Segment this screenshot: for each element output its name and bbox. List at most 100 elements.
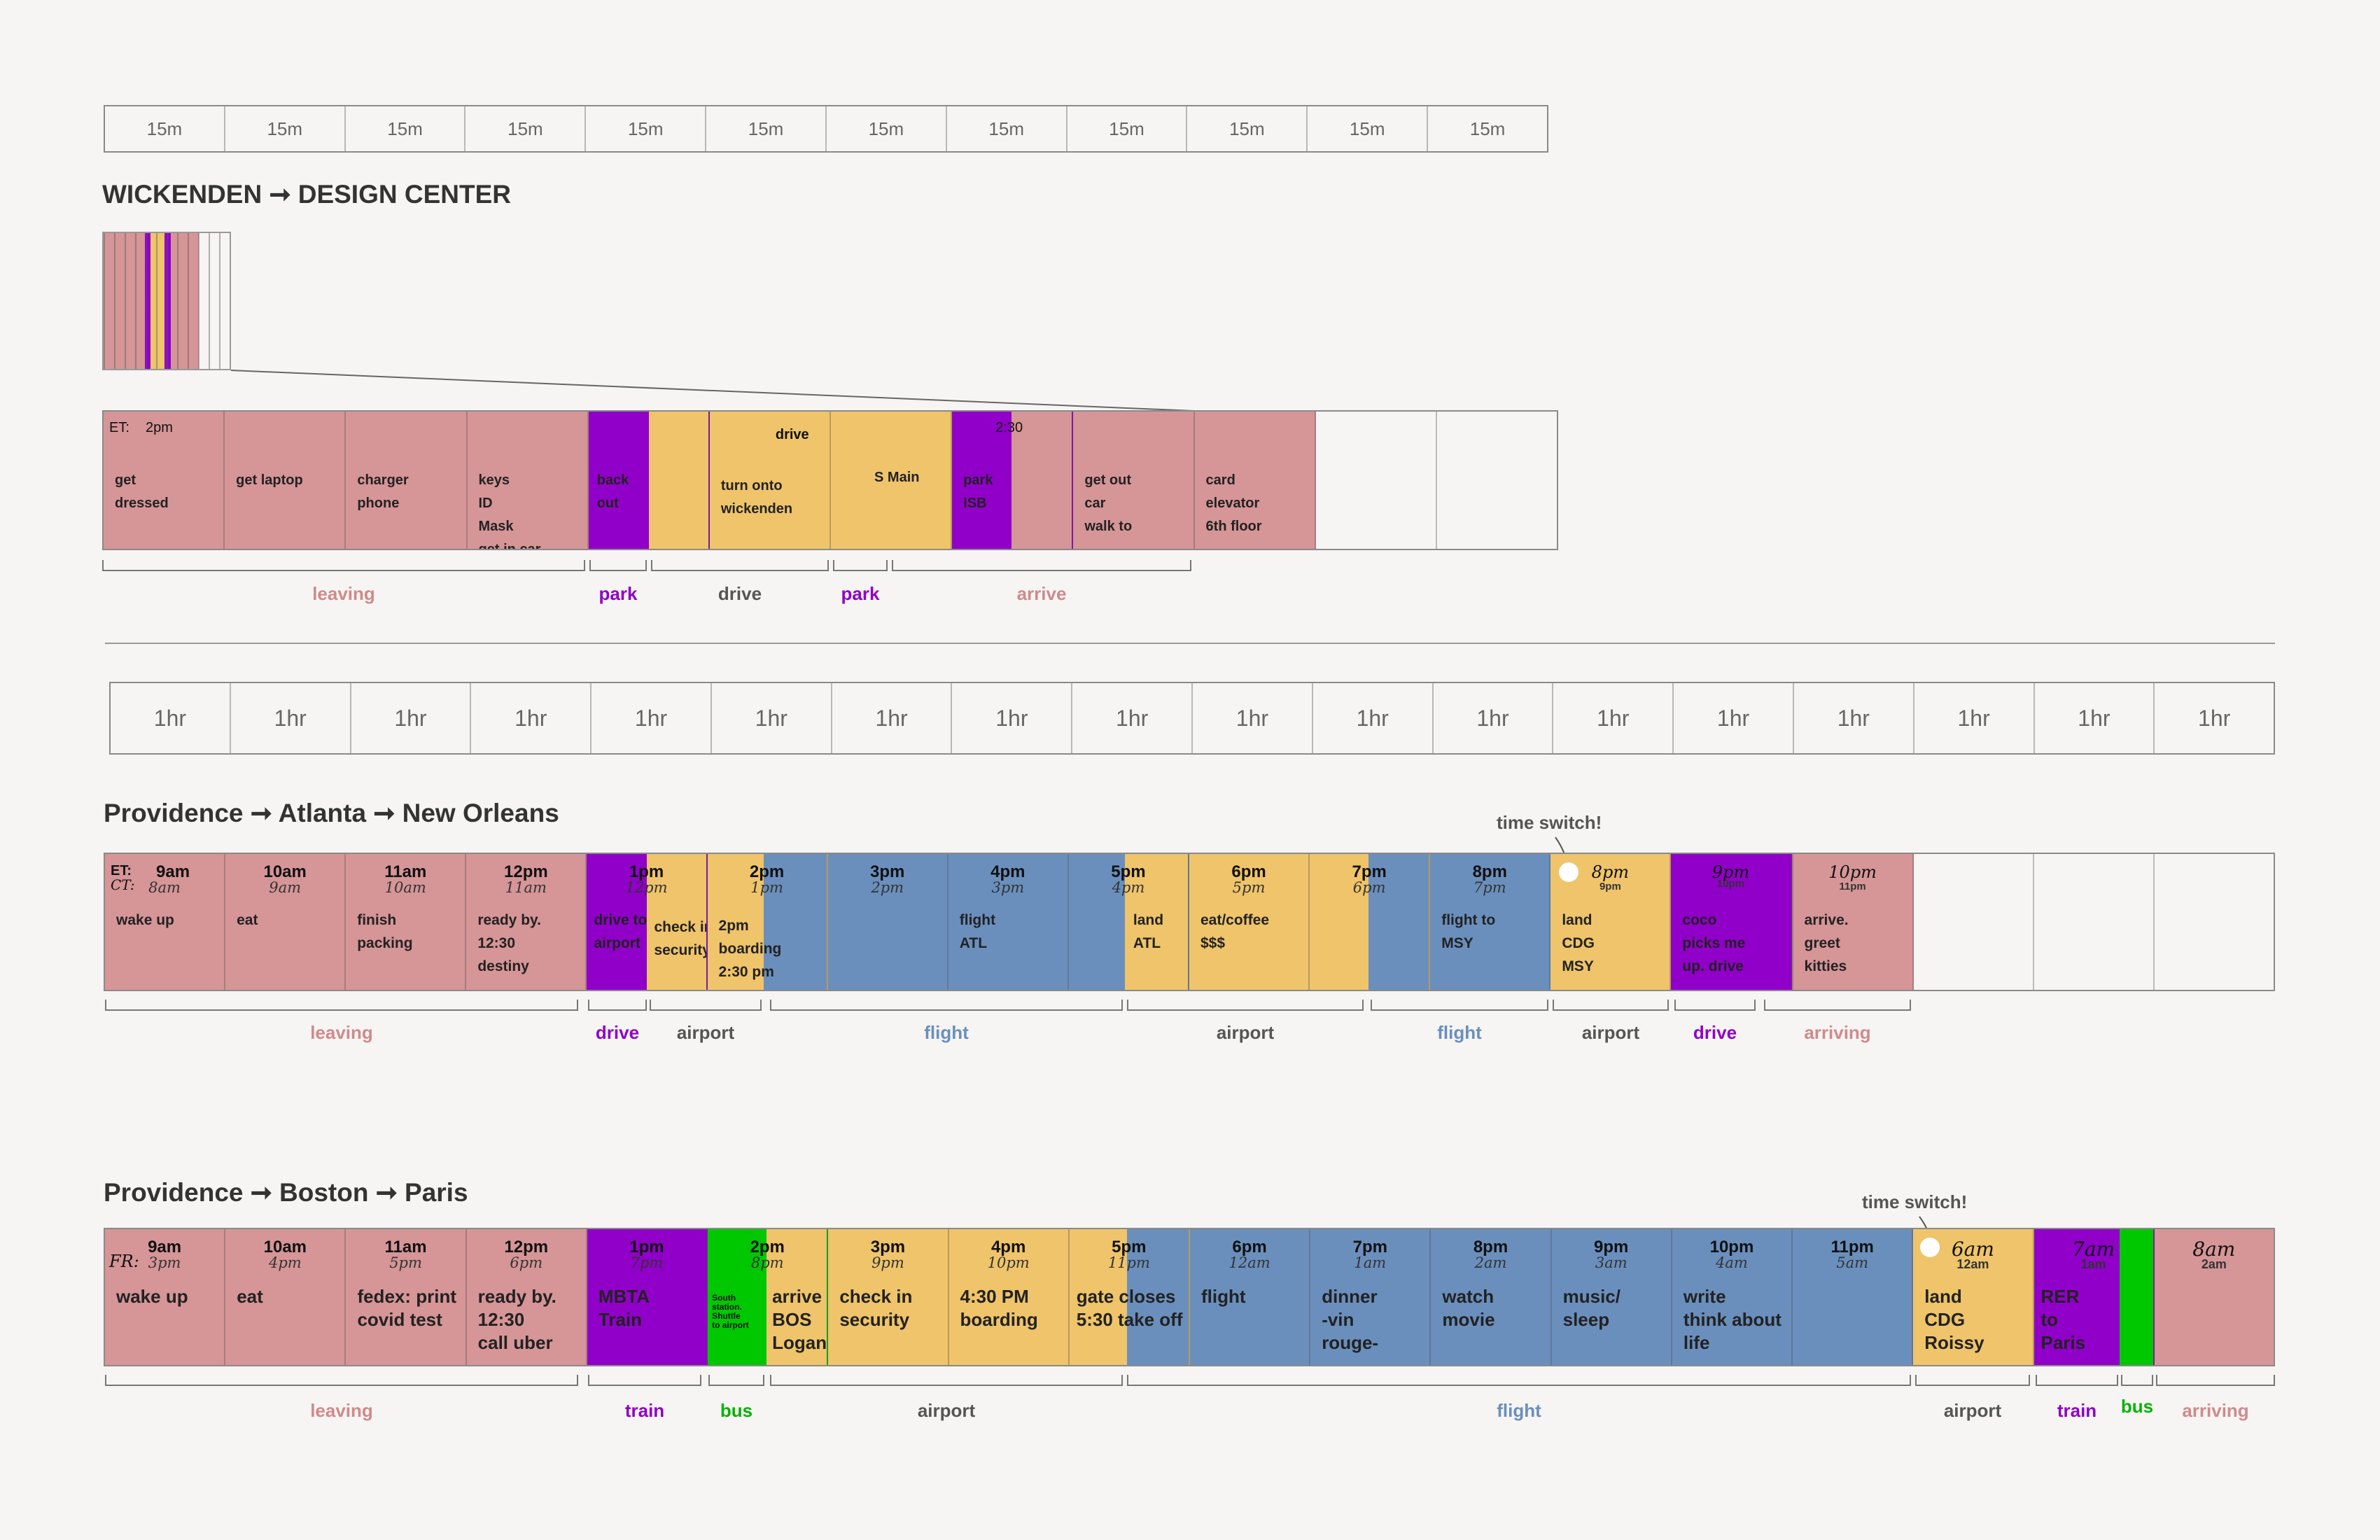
timeline-cell: 8am 2am <box>2154 1229 2274 1365</box>
cell-et-time: 7am <box>2072 1238 2115 1261</box>
cell-local-time: 9am <box>269 879 302 896</box>
timeline-cell: park ISB 2:30 <box>952 412 1074 549</box>
cell-et-time: 6pm <box>1231 862 1266 881</box>
drive-label: drive <box>775 427 809 442</box>
cell-local-time: 11pm <box>1839 881 1866 892</box>
bracket <box>1764 1000 1911 1011</box>
bracket <box>105 1000 578 1011</box>
timeline-cell: 10pm 4am write think about life <box>1672 1229 1793 1365</box>
cell-text: flight <box>1200 1286 1246 1307</box>
cell-text: eat <box>237 1286 263 1307</box>
cell-text: RER to Paris <box>2040 1286 2086 1353</box>
cell-local-time: 9pm <box>872 1254 904 1271</box>
cell-et-time: 2pm <box>749 862 785 881</box>
bracket-label: bus <box>2120 1396 2154 1417</box>
cell-et-time: 11pm <box>1830 1238 1874 1256</box>
cell-et-time: 9am <box>156 862 190 881</box>
bracket-label: drive <box>718 583 762 604</box>
cell-text: gate closes 5:30 take off <box>1076 1286 1183 1330</box>
bracket-label: flight <box>1437 1022 1482 1043</box>
bracket-label: airport <box>1943 1400 2002 1421</box>
bracket-label: airport <box>1216 1022 1275 1043</box>
cell-local-time: 2am <box>2201 1257 2227 1271</box>
timeline-cell: 9pm 10pm coco picks me up. drive <box>1671 854 1792 990</box>
cell-local-time: 2pm <box>871 879 904 896</box>
bracket <box>589 560 647 571</box>
timeline-cell: 11am 5pm fedex: print covid test <box>346 1229 467 1365</box>
timeline-cell: 10am 9am eat <box>225 854 346 990</box>
cell-local-time: 8pm <box>750 1254 784 1271</box>
timeline-cell: 2pm 8pm South station. Shuttle to airport a… <box>708 1229 829 1365</box>
bracket-label: leaving <box>310 1022 373 1043</box>
bracket <box>892 560 1191 571</box>
bracket <box>708 1375 764 1386</box>
bracket-label: park <box>598 583 638 604</box>
bracket <box>1127 1375 1911 1386</box>
minimap <box>102 232 231 370</box>
timeline-cell: 11pm 5am <box>1793 1229 1914 1365</box>
timeline-cell: 10am 4pm eat <box>225 1229 346 1365</box>
cell-et-time: 10pm <box>1709 1238 1754 1256</box>
cell-text: coco picks me up. drive <box>1682 912 1746 974</box>
header-cell: 15m <box>586 106 707 151</box>
header-cell: 15m <box>1308 106 1429 151</box>
header-cell: 1hr <box>952 683 1073 753</box>
bracket-label: train <box>2057 1400 2097 1421</box>
bracket-label: drive <box>595 1022 640 1043</box>
cell-text: card elevator 6th floor <box>1205 472 1262 534</box>
cell-local-time: 7pm <box>1473 879 1506 896</box>
timeline-cell: 6pm 5pm eat/coffee $$$ <box>1189 854 1310 990</box>
cell-local-time: 3pm <box>991 879 1025 896</box>
cell-text: 4:30 PM boarding <box>960 1286 1038 1330</box>
cell-et-time: 9pm <box>1712 862 1750 882</box>
header-cell: 15m <box>1068 106 1188 151</box>
cell-text: finish packing <box>357 912 413 951</box>
arrive-bos-text: arrive BOS Logan <box>772 1286 827 1353</box>
fr-prefix: FR: <box>109 1252 139 1271</box>
header-cell: 1hr <box>1794 683 1914 753</box>
header-cell: 1hr <box>1674 683 1794 753</box>
cell-local-time: 5pm <box>389 1254 422 1271</box>
header-cell: 1hr <box>231 683 351 753</box>
timeline-cell: 9am 8am wake up ET: CT: <box>105 854 226 990</box>
section1-timeline-row: get dressed ET: 2pm get laptop charger phone… <box>102 410 1558 550</box>
cell-local-time: 3pm <box>148 1254 181 1271</box>
timeline-cell: 4pm 10pm 4:30 PM boarding <box>948 1229 1070 1365</box>
time-switch-note: time switch! <box>1497 812 1602 833</box>
bracket-label: leaving <box>310 1400 373 1421</box>
bracket <box>1127 1000 1364 1011</box>
bus-note: South station. Shuttle to airport <box>712 1293 749 1330</box>
timeline-cell: 11am 10am finish packing <box>346 854 467 990</box>
cell-et-time: 8pm <box>1472 862 1507 881</box>
timeline-cell: get laptop <box>225 412 346 549</box>
cell-et-time: 9am <box>148 1238 182 1256</box>
bracket-label: arrive <box>1016 583 1067 604</box>
bracket <box>1674 1000 1756 1011</box>
cell-text: ready by. 12:30 destiny <box>477 912 541 974</box>
cell-local-time: 10pm <box>987 1254 1030 1271</box>
header-cell: 15m <box>105 106 225 151</box>
timeline-cell: charger phone <box>346 412 468 549</box>
cell-et-time: 11am <box>384 1238 427 1256</box>
cell-local-time: 6pm <box>510 1254 543 1271</box>
timeline-cell: 12pm 6pm ready by. 12:30 call uber <box>466 1229 587 1365</box>
cell-et-time: 10pm <box>1828 862 1877 882</box>
timeline-cell: 9pm 3am music/ sleep <box>1551 1229 1672 1365</box>
cell-local-time: 11am <box>505 879 547 896</box>
cell-et-time: 12pm <box>504 1238 549 1256</box>
cell-text: fedex: print covid test <box>357 1286 457 1330</box>
timeline-cell: 4pm 3pm flight ATL <box>948 854 1069 990</box>
timeline-cell: 3pm 2pm <box>827 854 948 990</box>
cell-local-time: 3am <box>1595 1254 1628 1271</box>
header-cell: 15m <box>465 106 587 151</box>
header-cell: 1hr <box>351 683 472 753</box>
cell-text: drive to airport <box>594 912 648 951</box>
timeline-cell: 8pm 7pm flight to MSY <box>1430 854 1551 990</box>
ct-prefix: CT: <box>111 876 135 893</box>
bracket <box>833 560 888 571</box>
cell-et-time: 1pm <box>629 1238 664 1256</box>
timeline-cell: 2pm 1pm 2pm boarding 2:30 pm <box>707 854 828 990</box>
bracket-label: bus <box>720 1400 753 1421</box>
header-cell: 15m <box>1187 106 1308 151</box>
